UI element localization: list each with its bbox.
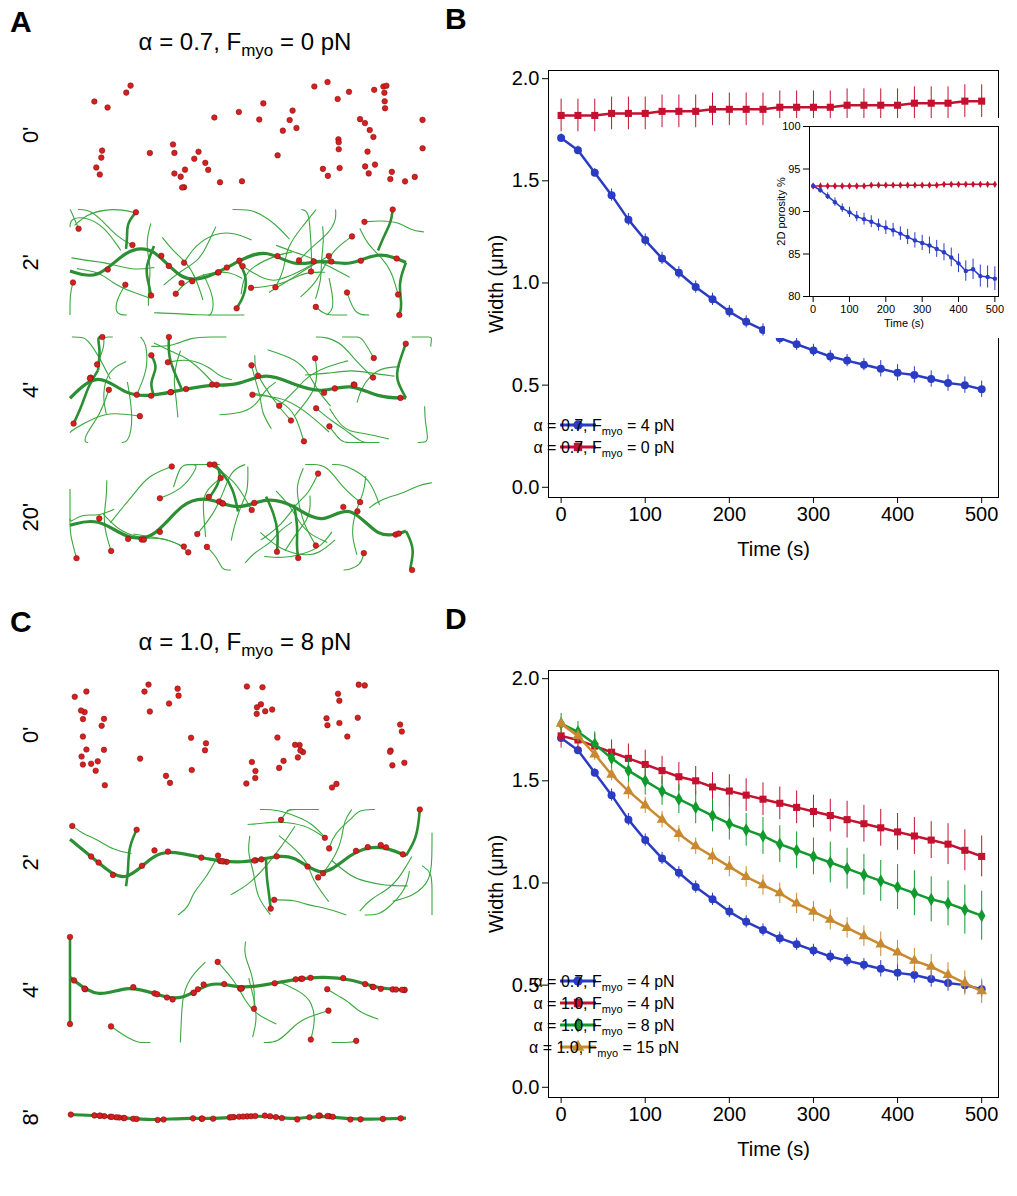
svg-text:1.5: 1.5 — [512, 169, 540, 191]
svg-text:2': 2' — [18, 254, 43, 270]
html-text:D: D — [445, 602, 467, 635]
svg-text:Width (μm): Width (μm) — [485, 235, 507, 333]
svg-text:0: 0 — [556, 503, 567, 525]
svg-text:400: 400 — [881, 1103, 914, 1125]
svg-text:0: 0 — [810, 303, 816, 315]
html-text:B: B — [445, 2, 467, 35]
svg-text:Time (s): Time (s) — [737, 538, 810, 560]
svg-text:0: 0 — [556, 1103, 567, 1125]
svg-text:0': 0' — [18, 727, 43, 743]
svg-text:500: 500 — [965, 503, 998, 525]
svg-text:200: 200 — [877, 303, 895, 315]
svg-text:300: 300 — [797, 503, 830, 525]
svg-text:0.5: 0.5 — [512, 374, 540, 396]
svg-text:90: 90 — [788, 205, 800, 217]
svg-text:α = 1.0, Fmyo = 15 pN: α = 1.0, Fmyo = 15 pN — [529, 1039, 679, 1059]
svg-text:α = 0.7, Fmyo = 4 pN: α = 0.7, Fmyo = 4 pN — [533, 417, 674, 437]
svg-text:α = 0.7, Fmyo = 0 pN: α = 0.7, Fmyo = 0 pN — [533, 439, 674, 459]
svg-text:0': 0' — [18, 127, 43, 143]
svg-text:1.0: 1.0 — [512, 871, 540, 893]
svg-text:100: 100 — [629, 503, 662, 525]
svg-text:1.0: 1.0 — [512, 271, 540, 293]
svg-text:0.5: 0.5 — [511, 973, 540, 996]
svg-text:100: 100 — [840, 303, 858, 315]
svg-text:8': 8' — [18, 1109, 43, 1125]
svg-text:2.0: 2.0 — [512, 67, 540, 89]
svg-text:20': 20' — [18, 503, 43, 532]
svg-text:2': 2' — [18, 854, 43, 870]
svg-text:300: 300 — [797, 1103, 830, 1125]
svg-text:1.5: 1.5 — [512, 769, 540, 791]
svg-text:Time (s): Time (s) — [737, 1138, 810, 1160]
svg-text:4': 4' — [18, 382, 43, 398]
svg-text:C: C — [10, 605, 32, 638]
svg-text:500: 500 — [986, 303, 1004, 315]
svg-text:300: 300 — [913, 303, 931, 315]
svg-text:α = 1.0, Fmyo = 8 pN: α = 1.0, Fmyo = 8 pN — [139, 628, 352, 660]
svg-text:100: 100 — [629, 1103, 662, 1125]
svg-text:400: 400 — [881, 503, 914, 525]
svg-text:85: 85 — [788, 248, 800, 260]
svg-text:0.0: 0.0 — [512, 476, 540, 498]
svg-text:0.0: 0.0 — [512, 1076, 540, 1098]
svg-text:α = 0.7, Fmyo = 0 pN: α = 0.7, Fmyo = 0 pN — [139, 28, 352, 60]
svg-text:95: 95 — [788, 163, 800, 175]
svg-text:4': 4' — [18, 982, 43, 998]
svg-text:80: 80 — [788, 290, 800, 302]
svg-text:100: 100 — [782, 120, 800, 132]
svg-text:Width (μm): Width (μm) — [485, 835, 507, 933]
svg-text:α = 0.7, Fmyo = 4 pN: α = 0.7, Fmyo = 4 pN — [533, 973, 674, 993]
svg-text:α = 1.0, Fmyo = 4 pN: α = 1.0, Fmyo = 4 pN — [533, 995, 674, 1015]
svg-text:200: 200 — [713, 1103, 746, 1125]
svg-text:500: 500 — [965, 1103, 998, 1125]
svg-text:A: A — [10, 5, 32, 38]
svg-text:Time (s): Time (s) — [884, 317, 924, 329]
svg-text:2.0: 2.0 — [512, 667, 540, 689]
svg-text:α = 1.0, Fmyo = 8 pN: α = 1.0, Fmyo = 8 pN — [533, 1017, 674, 1037]
svg-text:400: 400 — [949, 303, 967, 315]
svg-text:2D porosity %: 2D porosity % — [775, 177, 787, 246]
svg-text:200: 200 — [713, 503, 746, 525]
